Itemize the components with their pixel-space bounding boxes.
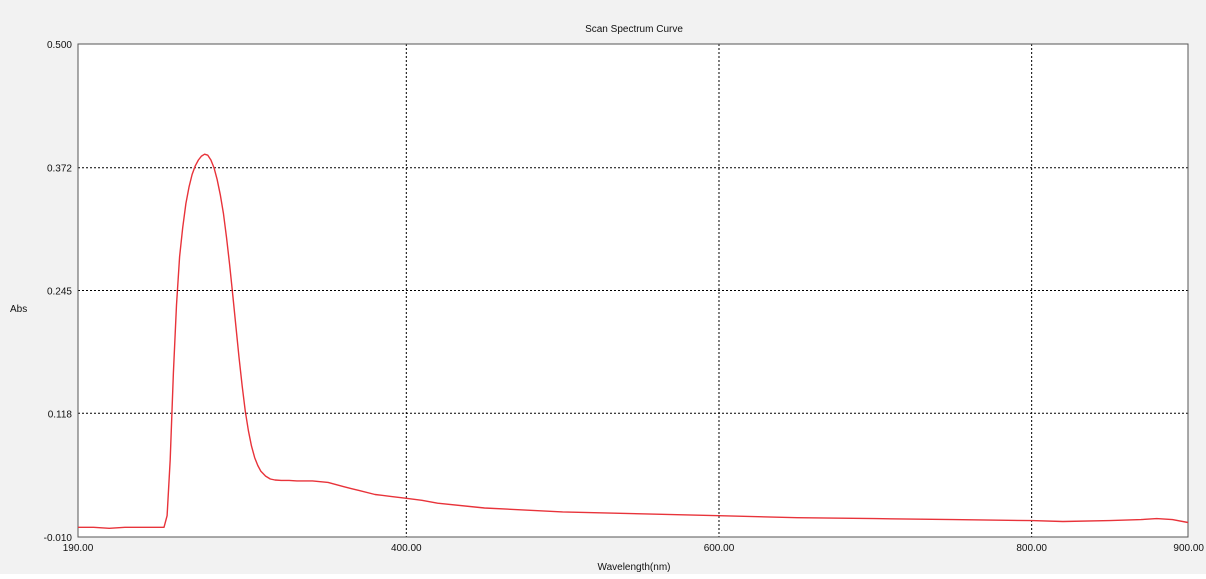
x-tick-label: 400.00 (391, 543, 422, 554)
y-tick-label: 0.118 (48, 409, 73, 420)
y-tick-label: -0.010 (44, 533, 73, 544)
spectrum-series-line (78, 153, 1189, 529)
chart-title: Scan Spectrum Curve (585, 24, 683, 35)
plot-area (78, 44, 1188, 537)
y-tick-label: 0.245 (47, 287, 72, 298)
plot-border (77, 43, 1189, 538)
x-axis-label: Wavelength(nm) (598, 562, 671, 573)
x-tick-label: 800.00 (1016, 543, 1047, 554)
x-tick-label: 600.00 (704, 543, 735, 554)
y-axis-label: Abs (10, 304, 27, 315)
x-tick-label: 900.00 (1173, 543, 1204, 554)
y-tick-label: 0.500 (47, 40, 72, 51)
plot-layer: -0.010 0.118 0.245 0.372 0.500 190.00 400.00 60… (44, 40, 1205, 554)
y-tick-label: 0.372 (47, 164, 72, 175)
x-tick-label: 190.00 (63, 543, 94, 554)
